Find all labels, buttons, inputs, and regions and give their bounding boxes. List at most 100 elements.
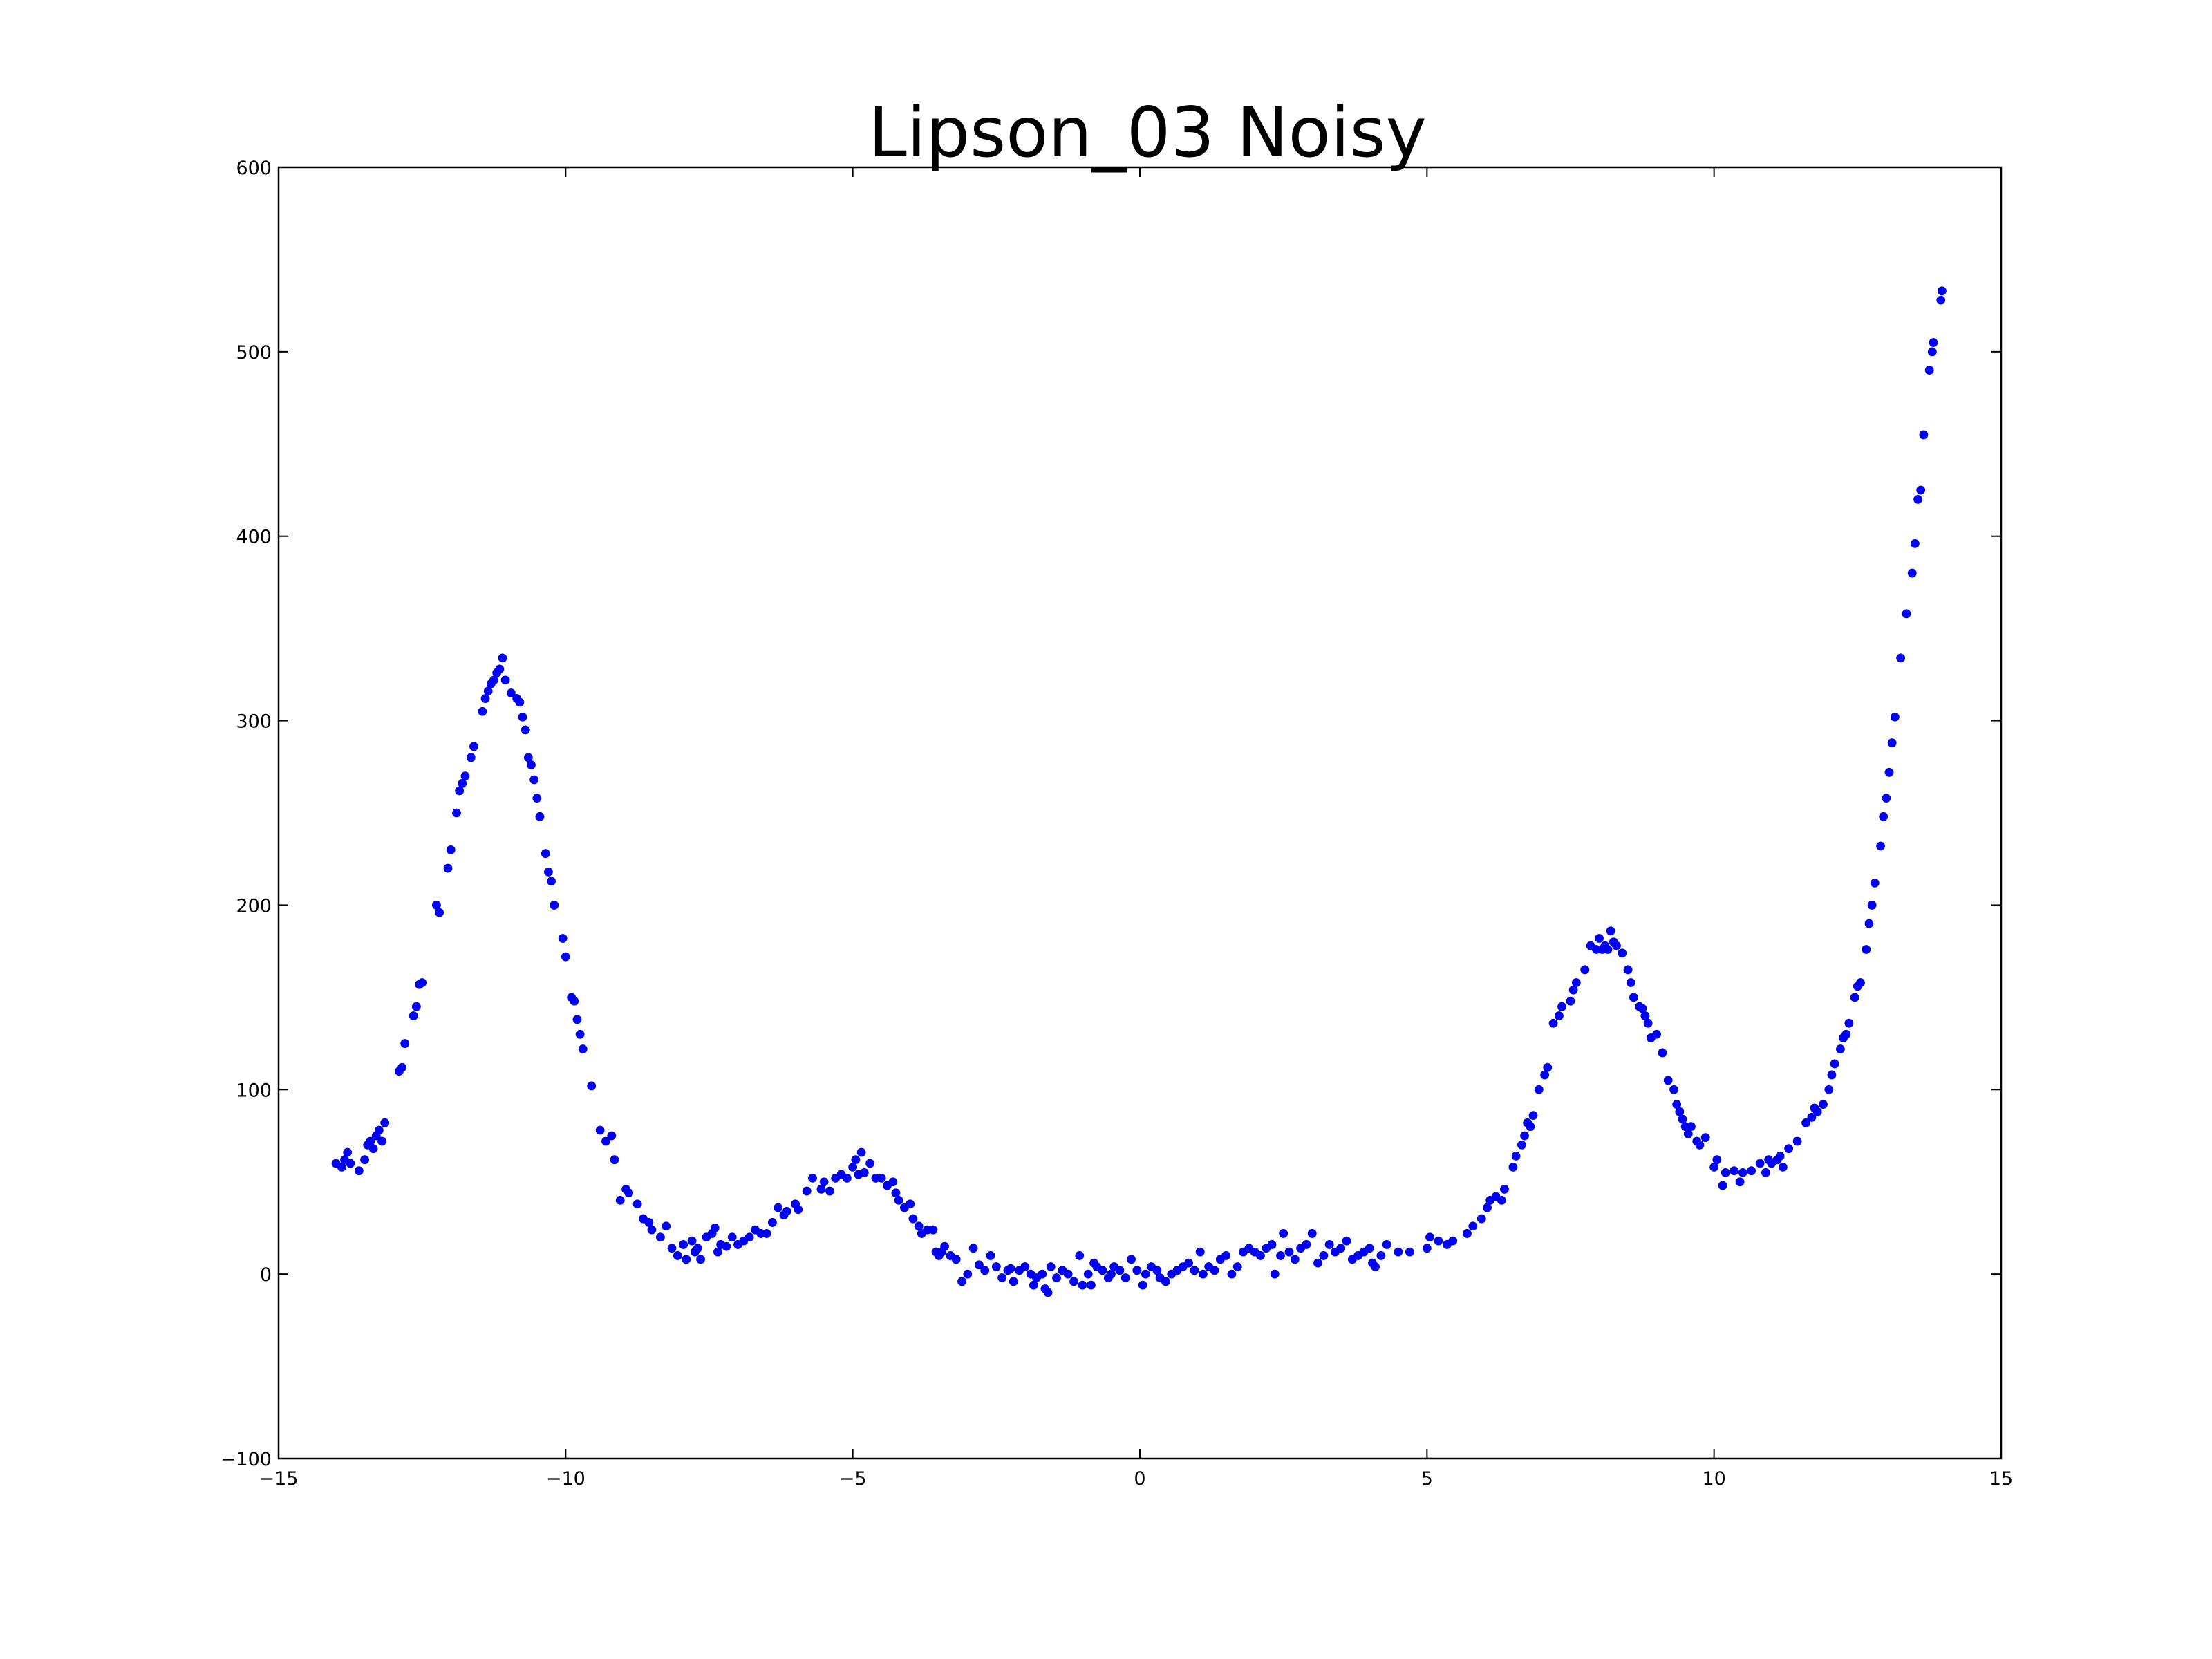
- data-point: [1678, 1114, 1687, 1124]
- data-point: [1425, 1232, 1434, 1242]
- data-point: [762, 1229, 771, 1238]
- data-point: [682, 1255, 691, 1264]
- data-point: [1700, 1133, 1710, 1143]
- data-point: [1784, 1144, 1794, 1154]
- data-point: [957, 1277, 966, 1286]
- data-point: [1919, 430, 1929, 440]
- data-point: [877, 1173, 886, 1183]
- data-point: [1712, 1155, 1722, 1165]
- data-point: [1938, 286, 1947, 296]
- data-point: [1152, 1266, 1162, 1275]
- data-point: [908, 1214, 918, 1224]
- data-point: [1302, 1240, 1311, 1249]
- data-point: [1864, 919, 1874, 928]
- data-point: [1580, 965, 1590, 975]
- data-point: [1876, 841, 1885, 851]
- data-point: [418, 978, 427, 987]
- data-point: [1824, 1085, 1834, 1094]
- data-point: [498, 653, 507, 663]
- data-point: [1936, 295, 1946, 305]
- data-point: [1342, 1236, 1351, 1246]
- data-point: [1761, 1168, 1770, 1177]
- data-point: [1658, 1048, 1667, 1058]
- data-point: [727, 1232, 737, 1242]
- data-point: [722, 1241, 731, 1251]
- data-point: [1422, 1244, 1432, 1253]
- data-point: [1500, 1184, 1509, 1194]
- data-point: [483, 686, 493, 696]
- data-point: [1107, 1269, 1116, 1279]
- data-point: [1198, 1269, 1208, 1279]
- data-point: [500, 675, 510, 685]
- data-point: [1161, 1277, 1170, 1286]
- data-point: [975, 1260, 984, 1270]
- data-point: [1078, 1280, 1087, 1290]
- axis-ticks: −15 −10 −5 0 5 10 15 −100 0 100 200 300 400 500 600: [221, 158, 2013, 1490]
- data-point: [469, 742, 478, 751]
- data-point: [1606, 926, 1615, 936]
- data-point: [1483, 1203, 1492, 1212]
- data-point: [1819, 1100, 1828, 1109]
- data-point: [1856, 978, 1865, 987]
- x-tick-label: 15: [1989, 1468, 2013, 1490]
- data-point: [1376, 1251, 1386, 1260]
- data-point: [1721, 1168, 1730, 1177]
- data-point: [662, 1221, 671, 1231]
- data-point: [1534, 1085, 1544, 1094]
- data-point: [894, 1196, 903, 1205]
- data-point: [1038, 1269, 1047, 1279]
- data-point: [561, 952, 570, 962]
- data-point: [1643, 1018, 1653, 1028]
- data-point: [346, 1159, 355, 1168]
- data-point: [458, 778, 467, 788]
- data-point: [1844, 1018, 1854, 1028]
- data-point: [632, 1199, 642, 1209]
- data-point: [1640, 1011, 1650, 1020]
- data-point: [980, 1266, 990, 1275]
- data-point: [1775, 1151, 1785, 1161]
- data-point: [1508, 1162, 1518, 1172]
- data-point: [615, 1196, 625, 1205]
- data-point: [1098, 1266, 1107, 1275]
- data-point: [1566, 996, 1575, 1006]
- data-point: [1043, 1288, 1053, 1297]
- data-point: [544, 867, 553, 877]
- data-point: [1319, 1251, 1329, 1260]
- data-point: [891, 1188, 901, 1198]
- data-point: [1812, 1107, 1822, 1116]
- data-point: [1623, 965, 1633, 975]
- data-point: [409, 1011, 418, 1020]
- data-point: [914, 1221, 924, 1231]
- data-point: [521, 725, 530, 735]
- data-point: [1069, 1277, 1078, 1286]
- data-point: [570, 996, 579, 1006]
- data-point: [667, 1244, 677, 1253]
- data-point: [1827, 1070, 1837, 1080]
- data-point: [1887, 738, 1897, 747]
- data-point: [1695, 1140, 1705, 1150]
- data-point: [1270, 1269, 1280, 1279]
- data-point: [1738, 1168, 1747, 1177]
- data-point: [655, 1232, 665, 1242]
- y-tick-label: 100: [236, 1080, 272, 1101]
- data-point: [1115, 1266, 1125, 1275]
- chart-title: Lipson_03 Noisy: [868, 92, 1427, 173]
- data-point: [1672, 1100, 1682, 1109]
- data-point: [673, 1251, 682, 1260]
- data-point: [1290, 1255, 1300, 1264]
- data-point: [452, 808, 461, 818]
- data-point: [710, 1224, 720, 1232]
- data-point: [455, 786, 465, 796]
- data-point: [1929, 338, 1938, 347]
- x-tick-label: 0: [1134, 1468, 1145, 1490]
- y-tick-label: 600: [236, 158, 272, 179]
- data-point: [466, 753, 476, 762]
- y-tick-label: 400: [236, 527, 272, 548]
- data-point: [624, 1188, 634, 1198]
- data-point: [1336, 1244, 1346, 1253]
- data-point: [1850, 993, 1859, 1002]
- data-point: [1227, 1269, 1237, 1279]
- data-point: [368, 1144, 378, 1154]
- data-point: [1836, 1044, 1845, 1053]
